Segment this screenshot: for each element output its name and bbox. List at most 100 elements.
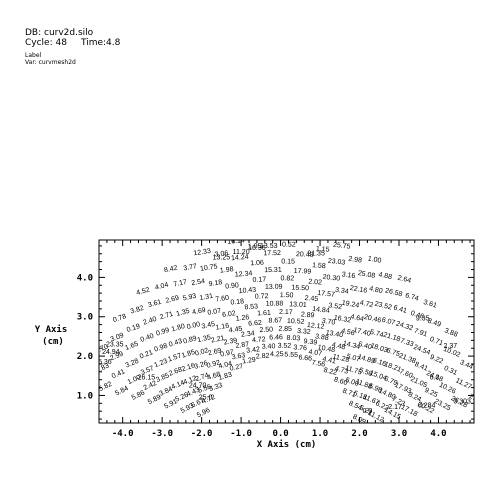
mesh-zone-label: 1.23	[153, 358, 168, 369]
value-label: 23.35	[106, 341, 124, 348]
value-label: 13.53	[260, 243, 278, 250]
mesh-zone-label: 1.35	[197, 334, 212, 344]
mesh-zone-label: 4.73	[334, 365, 349, 375]
mesh-zone-label: 3.76	[293, 344, 307, 352]
mesh-node-label: 4.25	[270, 351, 284, 358]
x-tick-label: 3.0	[391, 429, 407, 439]
mesh-node-label: 4.14	[170, 379, 185, 391]
x-tick-label: -1.0	[230, 429, 252, 439]
mesh-zone-label: 3.32	[297, 328, 311, 336]
mesh-zone-label: 4.07	[308, 349, 323, 358]
mesh-zone-label: 1.35	[176, 308, 191, 318]
mesh-node-label: 3.85	[155, 372, 170, 384]
y-tick-label: 1.0	[77, 391, 93, 401]
mesh-node-label: 10.43	[238, 287, 256, 295]
mesh-node-label: 7.56	[311, 359, 326, 368]
mesh-zone-label: 1.61	[257, 310, 271, 318]
mesh-node-label: 1.83	[218, 372, 233, 382]
y-axis-title-line: Y Axis	[35, 324, 68, 335]
mesh-node-label: 5.55	[284, 351, 298, 359]
mesh-zone-label: 0.21	[139, 349, 154, 360]
mesh-node-label: 8.03	[286, 335, 300, 343]
mesh-zone-label: 2.69	[207, 347, 222, 357]
mesh-zone-label: 5.07	[346, 353, 361, 363]
mesh-node-label: 2.70	[94, 343, 109, 355]
mesh-node-label: 5.91	[163, 398, 178, 410]
mesh-node-label: 20.46	[363, 314, 382, 325]
mesh-node-label: 0.71	[429, 336, 444, 347]
mesh-node-label: 6.46	[269, 334, 283, 341]
mesh-zone-label: 5.56	[197, 383, 212, 394]
mesh-node-label: 1.00	[367, 256, 382, 265]
mesh-node-label: 4.45	[228, 326, 243, 335]
value-label: 24.94	[102, 349, 120, 356]
mesh-zone-label: 3.52	[278, 343, 292, 350]
mesh-zone-label: 2.02	[308, 279, 322, 287]
x-tick-label: 2.0	[351, 429, 367, 439]
mesh-node-label: 6.62	[248, 320, 262, 328]
x-tick-label: 4.0	[430, 429, 446, 439]
mesh-node-label: 3.33	[208, 382, 223, 393]
mesh-zone-label: 2.39	[223, 337, 238, 346]
mesh-zone-label: 6.16	[372, 357, 387, 368]
mesh-zone-label: 3.09	[110, 332, 125, 343]
mesh-node-label: 11.67	[362, 394, 380, 407]
mesh-node-label: 0.40	[140, 333, 155, 344]
mesh-node-label: 0.19	[126, 323, 141, 334]
mesh-node-label: 8.53	[244, 303, 258, 311]
mesh-zone-label: 2.50	[259, 326, 273, 334]
mesh-zone-label: 1.98	[220, 266, 234, 274]
mesh-zone-label: 1.58	[312, 262, 326, 270]
mesh-node-label: 17.57	[317, 290, 335, 299]
mesh-zone-label: 1.16	[215, 322, 230, 331]
mesh-zone-label: 4.72	[359, 300, 374, 310]
mesh-node-label: 5.86	[131, 389, 146, 401]
mesh-zone-label: 2.45	[304, 295, 318, 303]
value-label: 21.35	[307, 251, 325, 258]
value-label: 13.25	[213, 255, 231, 262]
mesh-node-label: 5.84	[114, 385, 129, 397]
mesh-node-label: 10.52	[287, 318, 305, 326]
mesh-zone-label: 1.83	[95, 362, 110, 374]
mesh-zone-label: 11.27	[454, 377, 472, 391]
mesh-zone-label: 1.65	[124, 341, 139, 352]
mesh-zone-label: 4.56	[340, 328, 355, 338]
value-label: 9.35	[416, 316, 430, 323]
mesh-zone-label: 6.41	[393, 304, 408, 314]
mesh-node-label: 4.43	[186, 387, 201, 399]
mesh-node-label: 25.75	[333, 242, 351, 251]
mesh-node-label: 2.64	[397, 275, 412, 285]
mesh-node-label: 2.82	[256, 353, 270, 361]
y-tick-label: 4.0	[77, 273, 93, 283]
x-tick-label: 1.0	[312, 429, 328, 439]
mesh-node-label: 21.38	[398, 352, 417, 365]
mesh-zone-label: 0.00	[186, 321, 201, 331]
mesh-zone-label: 0.90	[225, 282, 239, 290]
cycle-value: 48	[55, 38, 67, 48]
mesh-zone-label: 6.74	[404, 292, 419, 302]
mesh-node-label: 3.44	[459, 359, 474, 371]
value-label: 0.284	[418, 402, 436, 409]
mesh-zone-label: 6.79	[383, 376, 398, 388]
mesh-zone-label: 4.04	[154, 282, 169, 292]
mesh-node-label: 3.45	[201, 321, 216, 331]
mesh-node-label: 5.82	[98, 381, 113, 393]
mesh-node-label: 11.28	[332, 353, 350, 364]
mesh-zone-label: 2.68	[168, 366, 183, 377]
mesh-node-label: 9.39	[303, 338, 317, 346]
mesh-zone-label: 0.15	[281, 258, 295, 265]
mesh-node-label: 7.60	[215, 295, 230, 304]
mesh-zone-label: 3.82	[130, 305, 145, 316]
mesh-node-label: 13.09	[265, 284, 283, 291]
mesh-node-label: 1.57	[167, 352, 182, 363]
mesh-zone-label: 5.74	[369, 329, 384, 339]
mesh-zone-label: 1.26	[235, 314, 249, 322]
mesh-zone-label: 3.77	[183, 263, 198, 272]
mesh-zone-label: 0.52	[282, 242, 296, 249]
database-line: DB: curv2d.silo	[25, 28, 94, 38]
y-axis-title-line: (cm)	[42, 337, 64, 347]
mesh-node-label: 11.75	[344, 365, 362, 377]
mesh-zone-label: 1.15	[316, 246, 330, 254]
mesh-node-label: 5.79	[82, 376, 97, 388]
